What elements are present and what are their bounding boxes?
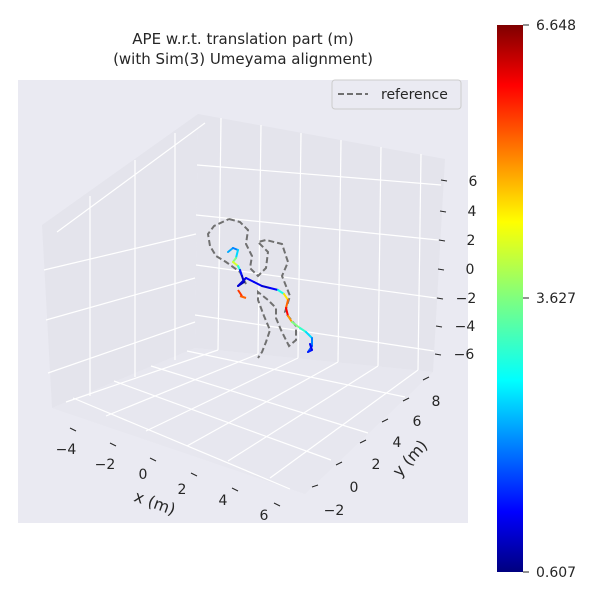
y-tick-label: −2	[324, 503, 345, 519]
trajectory-segment	[239, 269, 243, 277]
trajectory-segment	[277, 289, 285, 295]
z-tick-label: −2	[456, 291, 477, 307]
y-tick-label: 2	[372, 457, 381, 473]
chart-title-line2: (with Sim(3) Umeyama alignment)	[113, 50, 373, 68]
colorbar-mid-label: 3.627	[536, 291, 576, 307]
x-tick-label: 2	[178, 482, 187, 498]
y-tick-label: 8	[432, 394, 441, 410]
colorbar	[497, 25, 523, 572]
estimated-trajectory	[227, 247, 313, 353]
y-tick-label: 0	[350, 480, 359, 496]
trajectory-segment	[253, 281, 263, 287]
trajectory-segment	[237, 289, 243, 297]
z-tick-label: −6	[454, 347, 475, 363]
grid-lines	[43, 117, 442, 490]
legend-box	[331, 79, 462, 110]
colorbar-max-label: 6.648	[536, 18, 576, 34]
z-tick-label: 0	[466, 262, 475, 278]
legend: reference	[331, 79, 462, 110]
trajectory-segment	[245, 277, 255, 283]
trajectory-segment	[239, 295, 247, 299]
chart-title-line1: APE w.r.t. translation part (m)	[132, 30, 353, 48]
axis-ticks	[69, 179, 448, 507]
z-tick-label: 6	[469, 174, 478, 190]
y-tick-label: 6	[413, 414, 422, 430]
trajectory-segment	[285, 299, 289, 309]
x-tick-label: −4	[56, 442, 77, 458]
trajectory-segment	[261, 285, 271, 289]
trajectory-segment	[283, 293, 289, 301]
x-tick-label: 4	[219, 493, 228, 509]
trajectory-segment	[232, 261, 239, 267]
trajectory-segment	[285, 307, 289, 317]
legend-reference-label: reference	[381, 87, 448, 103]
x-tick-label: 0	[139, 467, 148, 483]
y-tick-label: 4	[393, 435, 402, 451]
z-tick-label: 2	[467, 233, 476, 249]
z-tick-label: 4	[468, 204, 477, 220]
colorbar-min-label: 0.607	[536, 565, 576, 581]
x-tick-label: −2	[95, 457, 116, 473]
colorbar-ticks	[523, 24, 529, 573]
floor-pane	[52, 348, 433, 494]
yz-pane	[195, 114, 445, 372]
trajectory-segment	[269, 287, 279, 291]
trajectory-segment	[287, 315, 293, 323]
trajectory-segment	[237, 277, 247, 287]
x-tick-label: 6	[260, 508, 269, 524]
trajectory-segment	[235, 249, 239, 259]
trajectory-segment	[309, 343, 313, 351]
trajectory-segment	[291, 321, 301, 329]
trajectory-segment	[305, 331, 313, 339]
trajectory-segment	[299, 327, 307, 333]
reference-trajectory	[206, 218, 297, 359]
trajectory-segment	[227, 247, 234, 253]
z-tick-label: −4	[455, 319, 476, 335]
